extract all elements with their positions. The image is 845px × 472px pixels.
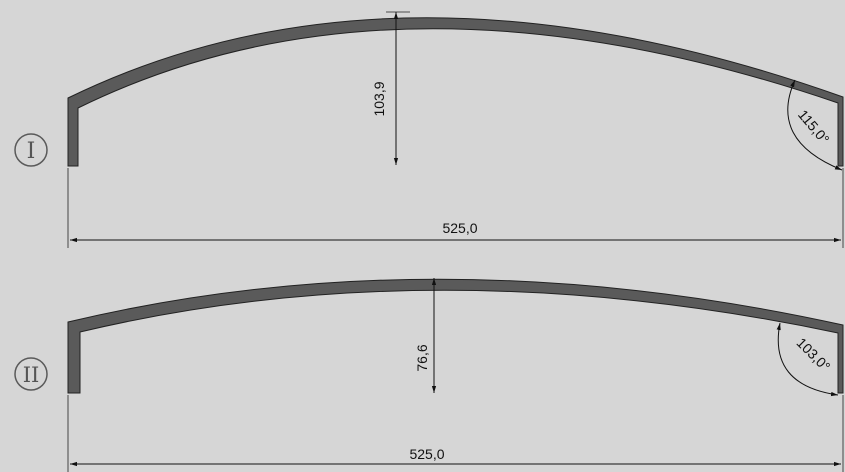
figure-label-2: II xyxy=(23,363,40,387)
figure-2: 525,0 76,6 103,0° II xyxy=(14,278,844,472)
width-label-1: 525,0 xyxy=(442,220,477,236)
angle-label-1: 115,0° xyxy=(795,106,833,147)
height-label-2: 76,6 xyxy=(414,344,430,371)
angle-label-2: 103,0° xyxy=(794,334,834,374)
angle-arc-1 xyxy=(787,79,843,171)
figure-label-1: I xyxy=(27,139,36,164)
angle-arc-2 xyxy=(776,322,839,397)
figure-label-circle-1 xyxy=(14,133,48,167)
figure-label-circle-2 xyxy=(14,357,48,391)
profile-1 xyxy=(67,17,844,167)
height-label-1: 103,9 xyxy=(371,81,387,116)
profile-2 xyxy=(67,278,844,394)
width-label-2: 525,0 xyxy=(409,446,444,462)
figure-1: 525,0 103,9 115,0° I xyxy=(14,11,844,248)
